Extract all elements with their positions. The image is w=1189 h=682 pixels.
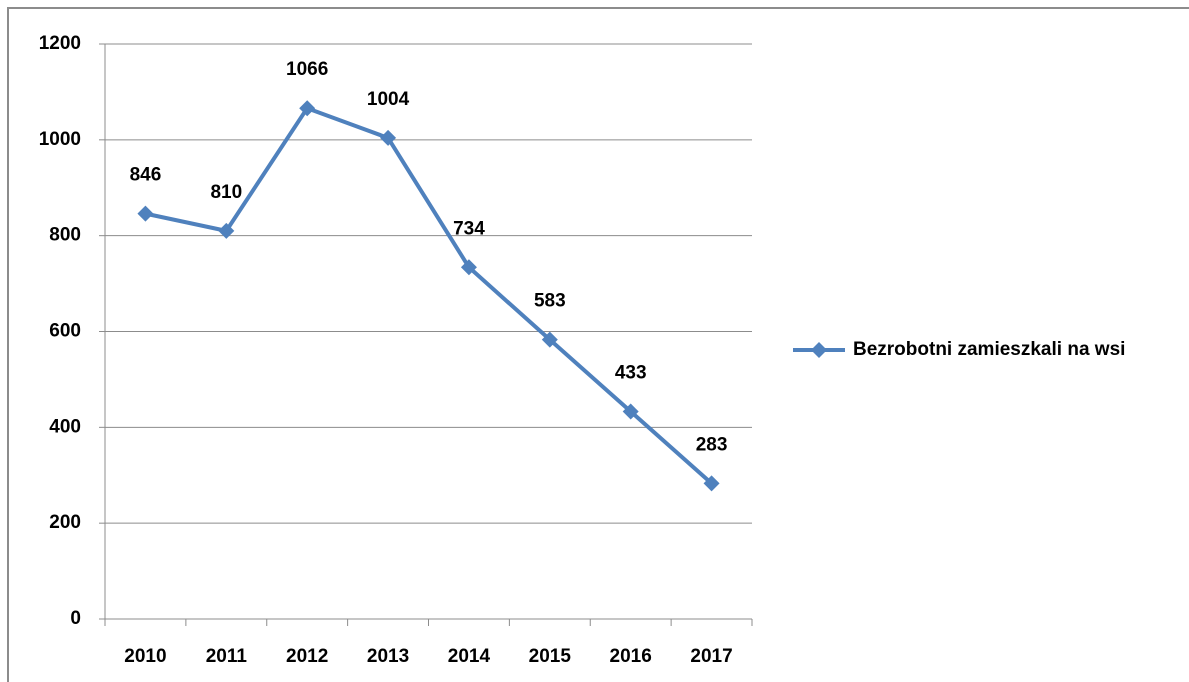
- marker: [299, 100, 316, 117]
- legend-marker: [811, 342, 827, 358]
- data-label: 846: [130, 165, 162, 186]
- y-tick-label: 0: [70, 608, 81, 629]
- data-label: 1066: [286, 59, 328, 80]
- marker: [541, 331, 558, 348]
- marker: [703, 475, 720, 492]
- x-tick-label: 2012: [286, 646, 328, 667]
- legend-label: Bezrobotni zamieszkali na wsi: [853, 339, 1125, 360]
- marker: [137, 205, 154, 222]
- marker: [622, 403, 639, 420]
- y-tick-label: 200: [49, 512, 81, 533]
- x-tick-label: 2014: [448, 646, 491, 667]
- marker: [380, 129, 397, 146]
- data-label: 1004: [367, 89, 410, 110]
- y-tick-label: 1200: [39, 33, 81, 54]
- y-tick-label: 800: [49, 225, 81, 246]
- marker: [460, 259, 477, 276]
- data-label: 734: [453, 218, 485, 239]
- data-label: 810: [210, 182, 242, 203]
- x-tick-label: 2011: [206, 646, 248, 667]
- data-label: 283: [696, 434, 728, 455]
- y-tick-label: 1000: [39, 129, 81, 150]
- series-line: [145, 106, 713, 485]
- x-tick-label: 2017: [690, 646, 732, 667]
- x-tick-label: 2015: [529, 646, 572, 667]
- data-label: 433: [615, 363, 647, 384]
- chart-border: [7, 7, 1189, 682]
- x-tick-label: 2016: [610, 646, 652, 667]
- marker: [218, 222, 235, 239]
- x-tick-label: 2010: [124, 646, 166, 667]
- x-tick-label: 2013: [367, 646, 409, 667]
- y-tick-label: 600: [49, 321, 81, 342]
- data-label: 583: [534, 291, 566, 312]
- y-tick-label: 400: [49, 416, 81, 437]
